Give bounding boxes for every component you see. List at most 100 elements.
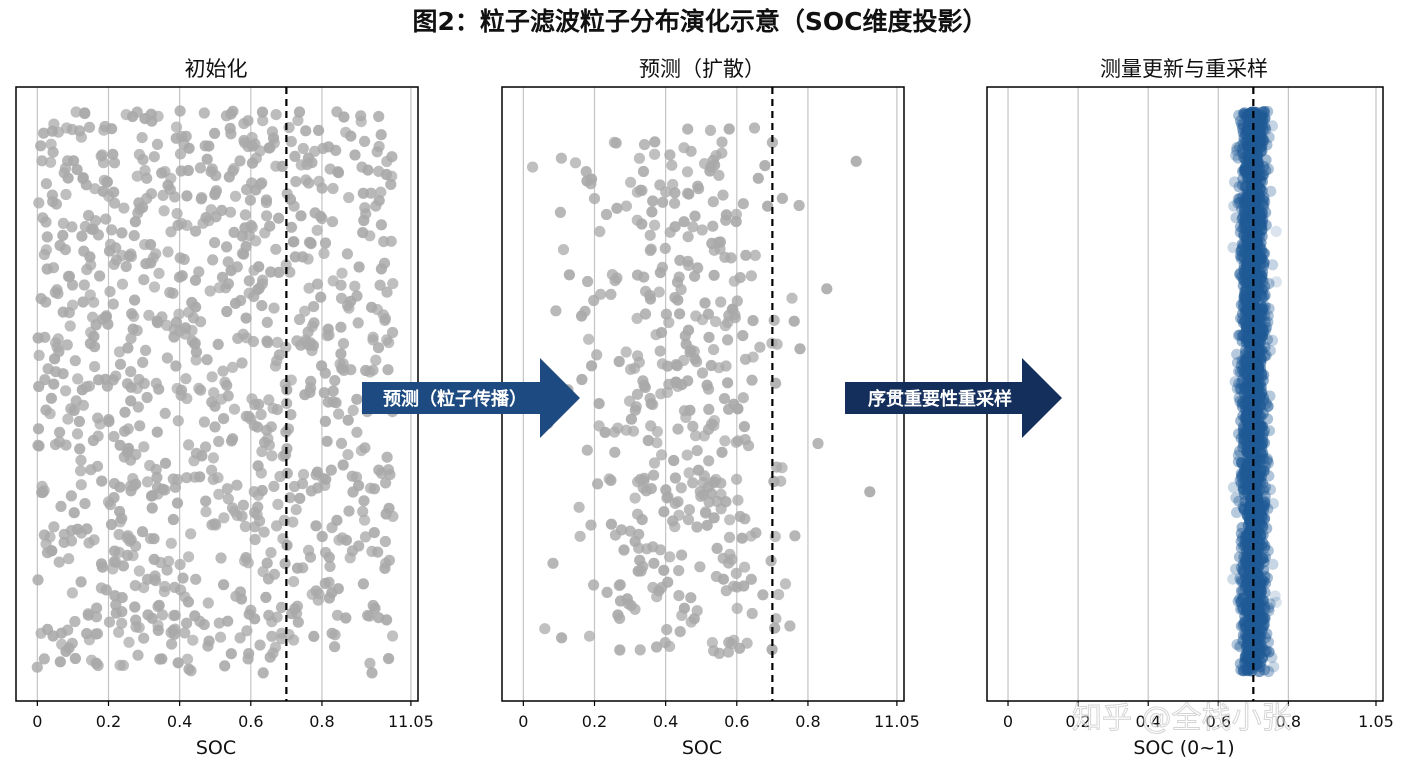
particle (32, 332, 44, 344)
particle (682, 324, 695, 336)
particle (207, 254, 219, 266)
particle (696, 367, 709, 379)
particle (140, 258, 152, 270)
particle (720, 496, 732, 508)
particle (340, 612, 352, 624)
particle (79, 107, 91, 119)
particle (114, 481, 126, 493)
particle (356, 161, 368, 173)
particle (1227, 241, 1239, 254)
particle (108, 430, 120, 443)
particle (1245, 147, 1257, 159)
particle (285, 221, 298, 233)
particle (41, 263, 53, 275)
particle (582, 275, 594, 288)
particle (243, 275, 255, 287)
particle (92, 229, 104, 241)
particle (116, 617, 128, 629)
particle (681, 449, 693, 461)
particle (329, 641, 341, 653)
particle (367, 334, 379, 346)
particle (153, 383, 165, 395)
particle (266, 126, 278, 138)
particle (746, 374, 758, 386)
particle (287, 236, 299, 248)
particle (372, 342, 385, 354)
particle (268, 302, 280, 314)
particle (703, 455, 715, 467)
particle (707, 196, 719, 208)
particle (1230, 563, 1242, 575)
particle (218, 579, 230, 591)
particle (1259, 632, 1272, 644)
particle (132, 401, 144, 413)
particle (715, 296, 727, 308)
particle (702, 423, 715, 435)
particle (691, 445, 703, 457)
particle (260, 591, 272, 604)
tick-label: 0.8 (309, 712, 334, 731)
particle (668, 454, 680, 467)
particle (375, 219, 387, 231)
particle (635, 184, 647, 196)
particle (327, 182, 339, 195)
particle (49, 439, 62, 451)
particle (45, 545, 58, 557)
particle (165, 537, 177, 549)
particle (260, 197, 272, 209)
particle (342, 414, 354, 426)
particle (185, 528, 197, 540)
particle (231, 479, 243, 491)
particle (213, 488, 225, 500)
particle (687, 221, 699, 233)
particle (703, 331, 715, 343)
particle (1255, 136, 1267, 148)
particle (588, 193, 601, 205)
particle (146, 502, 158, 514)
particle (1231, 142, 1243, 154)
particle (539, 623, 551, 635)
particle (723, 531, 736, 544)
particle (271, 336, 283, 348)
particle (282, 423, 295, 435)
particle (95, 558, 108, 570)
particle (220, 110, 232, 122)
particle (1227, 481, 1240, 493)
particle (1241, 233, 1253, 245)
particle (1257, 247, 1269, 259)
particle (368, 527, 380, 539)
particle (747, 315, 759, 327)
particle (240, 312, 252, 324)
particle (734, 510, 746, 523)
particle (713, 647, 725, 660)
particle (341, 248, 353, 260)
particle (676, 609, 688, 622)
tick-label: 0.6 (238, 712, 263, 731)
particle (275, 601, 288, 614)
particle (257, 566, 269, 578)
particle (319, 367, 331, 379)
particle (759, 160, 771, 172)
particle (387, 326, 399, 339)
particle (631, 388, 644, 400)
particle (613, 579, 625, 592)
particle (355, 116, 367, 128)
particle (1249, 422, 1261, 435)
particle (651, 591, 663, 603)
particle (373, 110, 385, 123)
particle (638, 379, 650, 392)
particle (167, 513, 179, 526)
particle (752, 172, 764, 184)
particle (1269, 590, 1281, 602)
particle (38, 249, 51, 261)
particle (789, 530, 801, 542)
particle (335, 279, 347, 291)
particle (161, 352, 173, 364)
particle (700, 507, 712, 519)
particle (654, 267, 667, 279)
particle (1232, 449, 1244, 461)
particle (148, 281, 161, 293)
particle (190, 573, 202, 585)
particle (268, 480, 280, 492)
particle (327, 385, 339, 397)
